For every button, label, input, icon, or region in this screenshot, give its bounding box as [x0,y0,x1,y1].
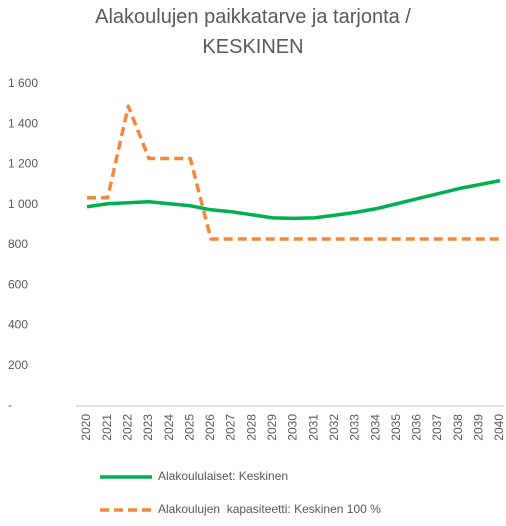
y-tick-label: 1 400 [8,116,38,130]
x-tick-label: 2023 [141,414,155,441]
x-tick-label: 2036 [410,414,424,441]
x-tick-label: 2024 [162,414,176,441]
x-tick-label: 2032 [327,414,341,441]
y-tick-label: - [8,398,12,412]
x-tick-label: 2039 [472,414,486,441]
y-tick-label: 800 [8,237,28,251]
y-tick-label: 200 [8,358,28,372]
x-tick-label: 2034 [368,414,382,441]
x-tick-label: 2022 [120,414,134,441]
y-tick-label: 1 000 [8,197,38,211]
x-tick-label: 2025 [182,414,196,441]
x-tick-label: 2038 [451,414,465,441]
x-tick-label: 2029 [265,414,279,441]
x-tick-label: 2040 [492,414,506,441]
legend-label: Alakoulujen kapasiteetti: Keskinen 100 % [158,502,381,516]
x-tick-label: 2026 [203,414,217,441]
x-tick-label: 2031 [306,414,320,441]
x-tick-label: 2028 [244,414,258,441]
x-tick-label: 2033 [348,414,362,441]
y-tick-label: 1 600 [8,76,38,90]
x-tick-label: 2030 [286,414,300,441]
x-tick-label: 2021 [100,414,114,441]
y-tick-label: 1 200 [8,157,38,171]
y-tick-label: 600 [8,277,28,291]
x-tick-label: 2027 [224,414,238,441]
y-tick-label: 400 [8,318,28,332]
x-tick-label: 2037 [430,414,444,441]
legend-label: Alakoululaiset: Keskinen [158,469,288,483]
x-tick-label: 2020 [79,414,93,441]
series-line [86,178,501,221]
x-tick-label: 2035 [389,414,403,441]
chart-title: Alakoulujen paikkatarve ja tarjonta / KE… [95,6,411,58]
